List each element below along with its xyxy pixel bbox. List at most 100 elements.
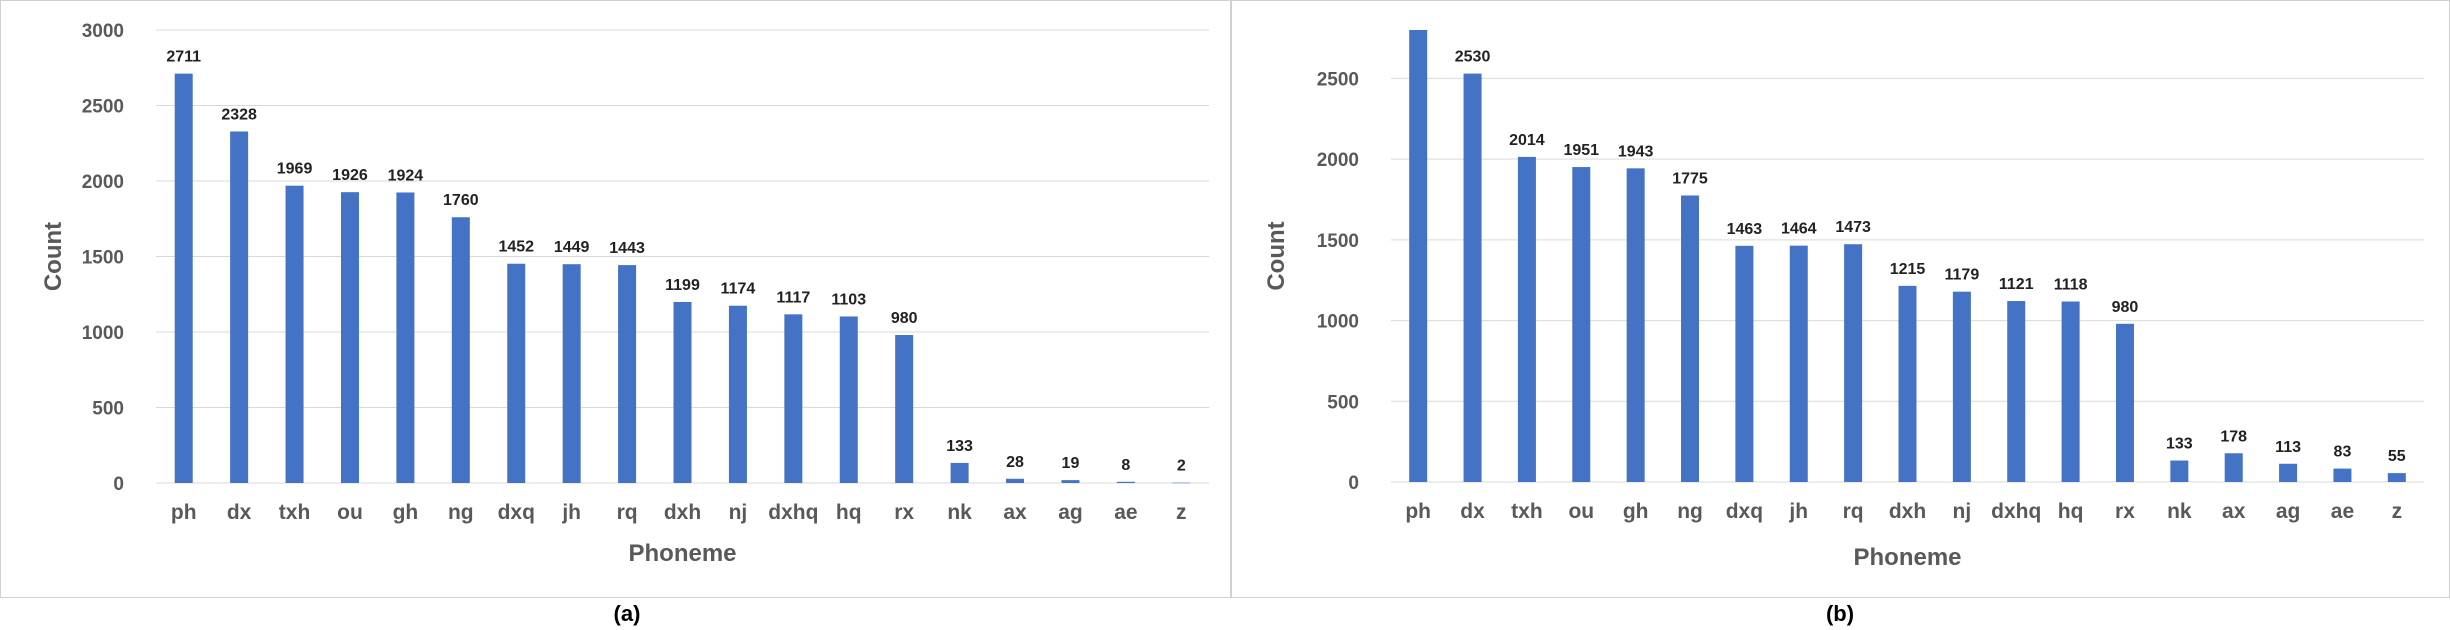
x-tick-label: gh <box>1623 500 1649 523</box>
data-label: 1969 <box>277 161 313 178</box>
bar <box>1409 30 1428 482</box>
data-label: 1121 <box>1999 276 2034 293</box>
bar <box>618 265 637 483</box>
bar <box>1463 73 1482 482</box>
bar <box>340 192 359 483</box>
bar <box>2115 323 2134 482</box>
x-tick-label: hq <box>836 501 862 524</box>
bar <box>673 301 692 483</box>
bar <box>1681 195 1700 482</box>
x-tick-label: dxhq <box>1991 500 2041 523</box>
bar <box>1172 482 1191 484</box>
data-label: 1464 <box>1781 221 1817 238</box>
y-tick-label: 0 <box>113 474 124 495</box>
data-label: 1463 <box>1727 221 1763 238</box>
data-label: 19 <box>1062 455 1080 472</box>
data-label: 178 <box>2220 428 2247 445</box>
caption-b: (b) <box>1825 601 1855 626</box>
bar <box>562 264 581 483</box>
x-tick-label: ph <box>1405 500 1431 523</box>
y-tick-label: 2500 <box>1317 69 1359 90</box>
y-tick-label: 1000 <box>82 323 124 344</box>
y-tick-label: 1500 <box>82 248 124 269</box>
bar <box>1844 244 1863 482</box>
data-label: 55 <box>2388 448 2406 465</box>
data-label: 1179 <box>1945 267 1980 284</box>
data-label: 28 <box>1006 454 1024 471</box>
y-axis-title: Count <box>40 222 67 291</box>
x-tick-label: ag <box>1058 501 1083 524</box>
x-tick-label: rq <box>1843 500 1864 523</box>
data-label: 8 <box>1121 457 1130 474</box>
chart-panel-a: 0 500 1000 1500 2000 2500 3000 2711 ph 2328 dx 1969… <box>0 0 1231 598</box>
x-tick-label: ae <box>1114 501 1137 524</box>
x-tick-label: dx <box>1460 500 1485 523</box>
x-tick-label: nj <box>729 501 748 524</box>
x-tick-label: ng <box>1677 500 1703 523</box>
x-tick-label: z <box>1176 501 1187 524</box>
x-tick-label: ou <box>1568 500 1594 523</box>
x-tick-label: dxq <box>1726 500 1763 523</box>
x-tick-label: dx <box>227 501 252 524</box>
data-label: 1215 <box>1890 261 1926 278</box>
bar <box>1116 481 1135 483</box>
x-tick-label: ax <box>2222 500 2246 523</box>
bar <box>507 263 526 483</box>
x-tick-label: ph <box>171 501 197 524</box>
data-label: 1117 <box>776 289 810 306</box>
bar <box>1898 285 1917 482</box>
bar-chart-a: 0 500 1000 1500 2000 2500 3000 2711 ph 2328 dx 1969… <box>40 21 1209 567</box>
data-label: 1443 <box>609 240 645 257</box>
x-tick-label: dxh <box>1889 500 1926 523</box>
x-tick-label: rx <box>894 501 914 524</box>
bar <box>451 217 470 484</box>
data-label: 1199 <box>665 277 700 294</box>
data-label: 1760 <box>443 192 479 209</box>
data-label: 1775 <box>1672 170 1708 187</box>
y-tick-label: 3000 <box>82 21 124 42</box>
data-label: 2 <box>1177 458 1186 475</box>
data-label: 1943 <box>1618 143 1654 160</box>
x-tick-label: ag <box>2276 500 2301 523</box>
y-tick-label: 500 <box>92 399 124 420</box>
bar <box>1061 480 1080 483</box>
y-tick-label: 1000 <box>1317 312 1359 333</box>
x-tick-label: ou <box>337 501 363 524</box>
bar <box>895 335 914 483</box>
bar <box>728 305 747 483</box>
bar <box>839 316 858 483</box>
y-tick-label: 0 <box>1348 473 1359 494</box>
data-label: 2328 <box>221 106 257 123</box>
x-tick-label: dxq <box>498 501 535 524</box>
x-tick-label: rx <box>2115 500 2135 523</box>
x-axis-title: Phoneme <box>628 540 736 567</box>
bar <box>285 185 304 483</box>
bar <box>2007 301 2026 482</box>
data-label: 2530 <box>1455 49 1491 66</box>
bar <box>1006 478 1025 483</box>
x-tick-label: rq <box>617 501 638 524</box>
bar <box>2224 453 2243 482</box>
bar <box>2387 473 2406 482</box>
y-tick-label: 500 <box>1327 392 1359 413</box>
x-tick-label: jh <box>1788 500 1808 523</box>
data-label: 1951 <box>1563 142 1599 159</box>
bar-chart-b: 0 500 1000 1500 2000 2500 ph 2530 dx 2014 txh 1951 o… <box>1263 30 2424 571</box>
data-label: 980 <box>891 310 918 327</box>
bar <box>1952 291 1971 482</box>
data-label: 1449 <box>554 239 590 256</box>
x-tick-label: jh <box>561 501 581 524</box>
x-tick-label: dxh <box>664 501 701 524</box>
x-tick-label: ax <box>1003 501 1027 524</box>
x-tick-label: gh <box>393 501 419 524</box>
data-label: 1924 <box>388 167 424 184</box>
bar <box>1572 167 1591 482</box>
data-label: 1118 <box>2054 277 2088 294</box>
data-label: 113 <box>2275 439 2301 456</box>
data-label: 2014 <box>1509 132 1545 149</box>
data-label: 133 <box>946 438 973 455</box>
data-label: 1473 <box>1835 219 1871 236</box>
bar <box>1789 245 1808 482</box>
bar <box>784 314 803 483</box>
y-tick-label: 2000 <box>1317 150 1359 171</box>
